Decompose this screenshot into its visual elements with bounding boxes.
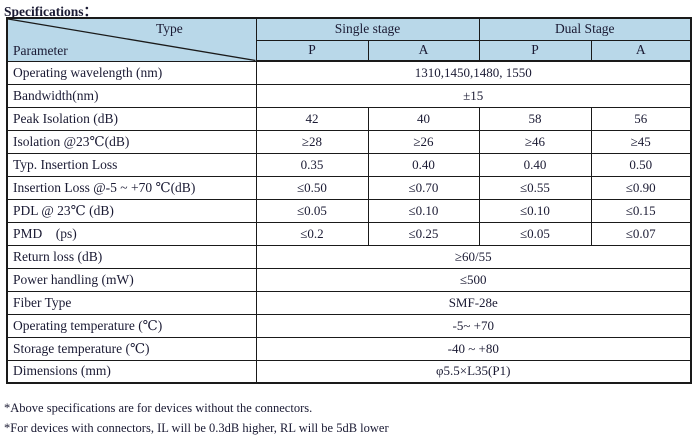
corner-header-cell: Type Parameter — [6, 17, 257, 62]
parameter-value: ≤0.10 — [367, 198, 480, 223]
parameter-value: ≤0.10 — [478, 198, 592, 223]
parameter-label: Typ. Insertion Loss — [6, 152, 257, 177]
corner-label-type: Type — [156, 21, 183, 36]
table-row: Storage temperature (℃) -40 ~ +80 — [6, 336, 692, 361]
parameter-label: Isolation @23℃(dB) — [6, 129, 257, 154]
parameter-value: ≥46 — [478, 129, 592, 154]
parameter-value: ≤0.50 — [255, 175, 369, 200]
parameter-label: Bandwidth(nm) — [6, 83, 257, 108]
parameter-label: PMD (ps) — [6, 221, 257, 246]
parameter-label: Return loss (dB) — [6, 244, 257, 269]
subcolumn-dual-a: A — [590, 39, 692, 62]
corner-label-parameter: Parameter — [13, 42, 68, 58]
parameter-label: Fiber Type — [6, 290, 257, 315]
parameter-value-merged: ±15 — [255, 83, 692, 108]
parameter-value-merged: 1310,1450,1480, 1550 — [255, 60, 692, 85]
parameter-value-merged: ≤500 — [255, 267, 692, 292]
subcolumn-single-a: A — [367, 39, 480, 62]
header-group-row: Type Parameter Single stage Dual Stage — [6, 17, 692, 62]
parameter-value: 40 — [367, 106, 480, 131]
parameter-value: ≥26 — [367, 129, 480, 154]
parameter-value: ≤0.07 — [590, 221, 692, 246]
parameter-value: 0.40 — [367, 152, 480, 177]
parameter-label: Storage temperature (℃) — [6, 336, 257, 361]
parameter-value-merged: ≥60/55 — [255, 244, 692, 269]
parameter-value: 56 — [590, 106, 692, 131]
table-row: Bandwidth(nm) ±15 — [6, 83, 692, 108]
parameter-value: ≤0.05 — [478, 221, 592, 246]
footnote-line: *For devices with connectors, IL will be… — [4, 421, 389, 435]
parameter-label: PDL @ 23℃ (dB) — [6, 198, 257, 223]
parameter-value: ≥45 — [590, 129, 692, 154]
table-row: Peak Isolation (dB) 42 40 58 56 — [6, 106, 692, 131]
parameter-label: Power handling (mW) — [6, 267, 257, 292]
page-title: Specifications： — [4, 4, 97, 19]
parameter-label: Operating wavelength (nm) — [6, 60, 257, 85]
parameter-label: Insertion Loss @-5 ~ +70 ℃(dB) — [6, 175, 257, 200]
parameter-value-merged: φ5.5×L35(P1) — [255, 359, 692, 384]
parameter-label: Operating temperature (℃) — [6, 313, 257, 338]
parameter-value: ≤0.25 — [367, 221, 480, 246]
table-row: Typ. Insertion Loss 0.35 0.40 0.40 0.50 — [6, 152, 692, 177]
parameter-value: ≤0.90 — [590, 175, 692, 200]
parameter-value: ≤0.15 — [590, 198, 692, 223]
table-row: PMD (ps) ≤0.2 ≤0.25 ≤0.05 ≤0.07 — [6, 221, 692, 246]
column-group-single-stage: Single stage — [255, 17, 480, 41]
table-row: Fiber Type SMF-28e — [6, 290, 692, 315]
parameter-value: 58 — [478, 106, 592, 131]
subcolumn-dual-p: P — [478, 39, 592, 62]
parameter-value: ≥28 — [255, 129, 369, 154]
table-row: Operating temperature (℃) -5~ +70 — [6, 313, 692, 338]
parameter-value-merged: SMF-28e — [255, 290, 692, 315]
table-row: Dimensions (mm) φ5.5×L35(P1) — [6, 359, 692, 384]
footnotes: *Above specifications are for devices wi… — [4, 401, 389, 441]
subcolumn-single-p: P — [255, 39, 369, 62]
diagonal-divider — [8, 19, 256, 61]
parameter-value: 0.35 — [255, 152, 369, 177]
footnote-line: *Above specifications are for devices wi… — [4, 401, 313, 415]
parameter-value: 0.40 — [478, 152, 592, 177]
parameter-value: ≤0.55 — [478, 175, 592, 200]
table-row: Isolation @23℃(dB) ≥28 ≥26 ≥46 ≥45 — [6, 129, 692, 154]
parameter-value-merged: -40 ~ +80 — [255, 336, 692, 361]
parameter-value: 0.50 — [590, 152, 692, 177]
parameter-value: ≤0.2 — [255, 221, 369, 246]
header-sub-row: P A P A — [7, 39, 692, 62]
parameter-label: Peak Isolation (dB) — [6, 106, 257, 131]
parameter-value: 42 — [255, 106, 369, 131]
table-row: Return loss (dB) ≥60/55 — [6, 244, 692, 269]
column-group-dual-stage: Dual Stage — [478, 17, 692, 41]
table-row: Insertion Loss @-5 ~ +70 ℃(dB) ≤0.50 ≤0.70… — [6, 175, 692, 200]
table-row: Power handling (mW) ≤500 — [6, 267, 692, 292]
parameter-value: ≤0.70 — [367, 175, 480, 200]
parameter-value-merged: -5~ +70 — [255, 313, 692, 338]
table-row: Operating wavelength (nm) 1310,1450,1480,… — [6, 60, 692, 85]
parameter-value: ≤0.05 — [255, 198, 369, 223]
specifications-table: Type Parameter Single stage Dual Stage P… — [6, 17, 692, 384]
parameter-label: Dimensions (mm) — [6, 359, 257, 384]
table-row: PDL @ 23℃ (dB) ≤0.05 ≤0.10 ≤0.10 ≤0.15 — [6, 198, 692, 223]
